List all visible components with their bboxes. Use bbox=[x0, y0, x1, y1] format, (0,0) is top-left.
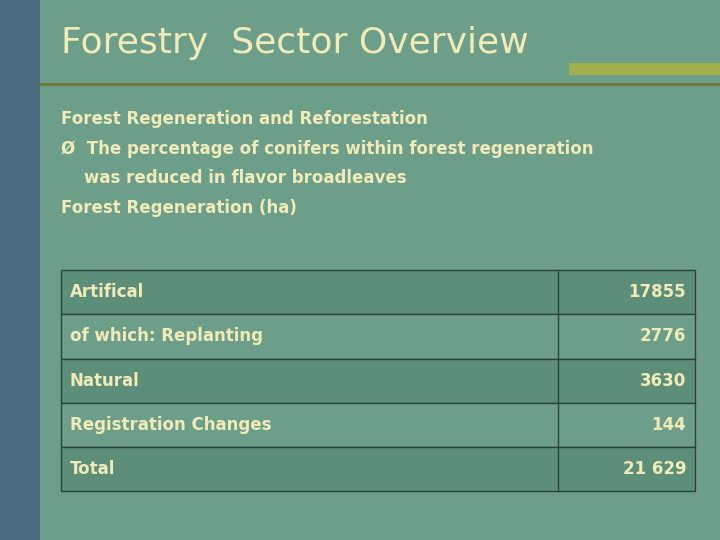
Text: 21 629: 21 629 bbox=[623, 460, 686, 478]
Bar bbox=[61, 314, 695, 359]
Text: 17855: 17855 bbox=[629, 283, 686, 301]
Text: Forest Regeneration (ha): Forest Regeneration (ha) bbox=[61, 199, 297, 217]
Bar bbox=[61, 359, 695, 403]
Text: Forest Regeneration and Reforestation: Forest Regeneration and Reforestation bbox=[61, 110, 428, 128]
Text: 3630: 3630 bbox=[640, 372, 686, 390]
Text: Forestry  Sector Overview: Forestry Sector Overview bbox=[61, 26, 528, 60]
Text: Natural: Natural bbox=[70, 372, 140, 390]
Bar bbox=[569, 63, 720, 75]
Text: 144: 144 bbox=[652, 416, 686, 434]
Bar bbox=[61, 403, 695, 447]
Bar bbox=[61, 270, 695, 314]
Text: was reduced in flavor broadleaves: was reduced in flavor broadleaves bbox=[61, 169, 407, 187]
Text: Artifical: Artifical bbox=[70, 283, 144, 301]
Text: Ø  The percentage of conifers within forest regeneration: Ø The percentage of conifers within fore… bbox=[61, 139, 594, 158]
Text: Registration Changes: Registration Changes bbox=[70, 416, 271, 434]
Bar bbox=[61, 447, 695, 491]
Text: 2776: 2776 bbox=[640, 327, 686, 346]
Bar bbox=[0, 0, 40, 540]
Text: Total: Total bbox=[70, 460, 115, 478]
Text: of which: Replanting: of which: Replanting bbox=[70, 327, 263, 346]
